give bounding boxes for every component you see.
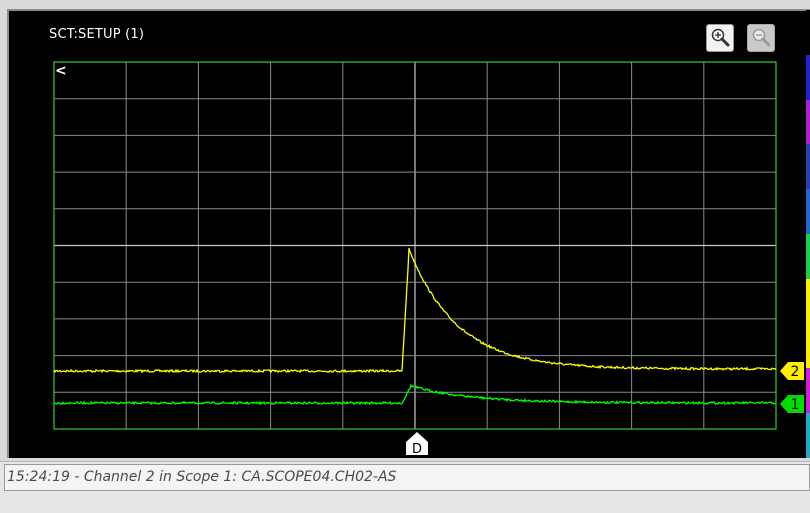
channel-1-marker-label: 1 <box>791 397 800 413</box>
side-color-segment <box>806 323 810 369</box>
trigger-marker-label: D <box>412 442 422 457</box>
zoom-in-button[interactable] <box>706 24 734 52</box>
side-color-segment <box>806 233 810 279</box>
side-color-segment <box>806 368 810 414</box>
side-color-segment <box>806 144 810 190</box>
side-color-segment <box>806 10 810 55</box>
status-message: 15:24:19 - Channel 2 in Scope 1: CA.SCOP… <box>7 469 397 485</box>
side-color-segment <box>806 413 810 458</box>
status-bar: 15:24:19 - Channel 2 in Scope 1: CA.SCOP… <box>0 461 810 513</box>
side-color-segment <box>806 99 810 145</box>
status-field: 15:24:19 - Channel 2 in Scope 1: CA.SCOP… <box>4 464 810 491</box>
scope-title: SCT:SETUP (1) <box>49 27 145 42</box>
side-color-segment <box>806 189 810 234</box>
channel-2-marker-label: 2 <box>791 364 800 380</box>
trigger-marker <box>406 432 428 455</box>
zoom-in-icon <box>711 28 730 47</box>
scope-window <box>7 9 810 458</box>
side-color-strip <box>806 10 810 458</box>
scope-display[interactable]: 2 1 D < <box>0 0 810 470</box>
zoom-out-icon <box>752 28 771 47</box>
zoom-out-button[interactable] <box>747 24 775 52</box>
side-color-segment <box>806 54 810 100</box>
side-color-segment <box>806 278 810 324</box>
plot-border <box>53 61 777 430</box>
channel-2-trace <box>53 247 777 374</box>
channel-1-trace <box>53 383 777 406</box>
cursor-marker: < <box>55 63 67 79</box>
channel-1-marker <box>780 395 804 413</box>
channel-2-marker <box>780 362 804 380</box>
